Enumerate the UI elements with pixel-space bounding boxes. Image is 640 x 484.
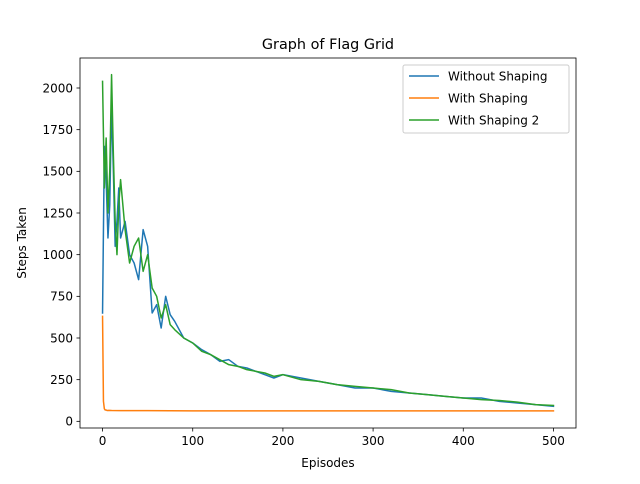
x-tick-label: 100 <box>181 434 204 448</box>
x-tick-label: 400 <box>452 434 475 448</box>
y-axis-label: Steps Taken <box>15 207 29 279</box>
plot-frame <box>79 57 577 429</box>
y-tick-label: 250 <box>50 373 73 387</box>
x-axis-label: Episodes <box>301 456 354 470</box>
x-tick-label: 0 <box>99 434 107 448</box>
legend-entries: Without Shaping With Shaping With Shaping … <box>409 70 547 128</box>
y-tick-label: 1250 <box>42 206 73 220</box>
x-tick-label: 500 <box>542 434 565 448</box>
legend: Without Shaping With Shaping With Shaping … <box>402 64 570 134</box>
y-tick-label: 500 <box>50 331 73 345</box>
y-tick-label: 750 <box>50 290 73 304</box>
legend-label-1: With Shaping <box>448 92 528 106</box>
y-tick-label: 1500 <box>42 165 73 179</box>
y-tick-label: 2000 <box>42 81 73 95</box>
y-tick-label: 0 <box>65 415 73 429</box>
y-tick-label: 1000 <box>42 248 73 262</box>
x-axis-ticks: 0 100 200 300 400 500 <box>99 428 565 448</box>
y-tick-label: 1750 <box>42 123 73 137</box>
x-tick-label: 300 <box>362 434 385 448</box>
series-line-1 <box>101 315 555 412</box>
legend-label-0: Without Shaping <box>448 70 547 84</box>
y-axis-ticks: 0 250 500 750 1000 1250 1500 1750 2000 <box>42 81 80 429</box>
series-line-2 <box>101 73 555 407</box>
legend-box <box>402 64 570 134</box>
legend-label-2: With Shaping 2 <box>448 114 539 128</box>
x-tick-label: 200 <box>271 434 294 448</box>
series-layer <box>101 73 555 412</box>
chart-title: Graph of Flag Grid <box>262 37 394 53</box>
